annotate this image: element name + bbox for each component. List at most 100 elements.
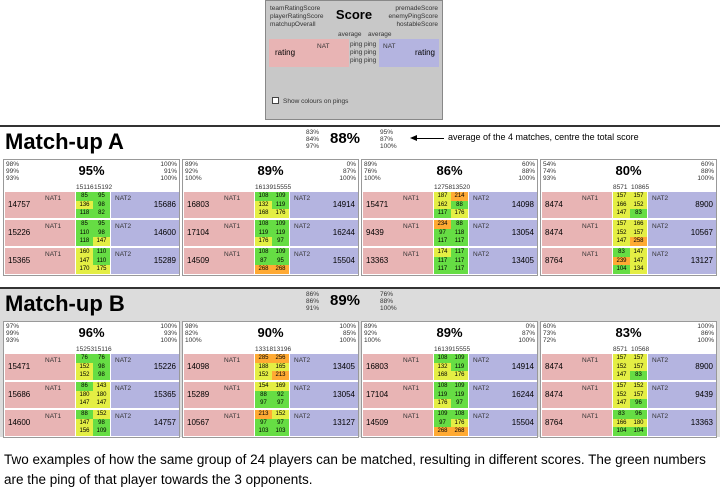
nat: NAT2 [294, 385, 311, 392]
matchup-stat: 87% [380, 136, 394, 143]
team1-player: 13363 NAT1 [363, 248, 433, 274]
player-rating: 13405 [332, 362, 355, 371]
ping-cell: 234 [434, 220, 451, 229]
ping-cell: 98 [93, 228, 110, 238]
nat: NAT1 [582, 357, 599, 364]
team2-player: NAT2 16244 [290, 220, 358, 246]
player-rating: 14509 [187, 256, 210, 265]
ping-cell: 176 [451, 371, 468, 381]
ping-cell: 176 [451, 418, 468, 428]
ping-cell: 103 [255, 427, 272, 437]
nat: NAT1 [403, 195, 420, 202]
ping-cell: 83 [613, 410, 630, 419]
match-score: 95% [78, 163, 105, 178]
ping-cell: 180 [93, 390, 110, 400]
ping-cell: 117 [434, 237, 451, 247]
team1-player: 8474 NAT1 [542, 354, 612, 380]
player-rating: 14509 [366, 418, 389, 427]
nat: NAT2 [115, 195, 132, 202]
arrow-line [414, 138, 444, 139]
match-stat: 100% [697, 337, 714, 344]
nat: NAT2 [473, 357, 490, 364]
ping-cell: 214 [451, 192, 468, 201]
ping-cell: 88 [76, 410, 93, 419]
ping-cell: 168 [434, 371, 451, 381]
ping-cell: 157 [630, 390, 647, 400]
team1-player: 14600 NAT1 [5, 410, 75, 436]
ping-cell: 157 [613, 220, 630, 229]
legend-ping: ping [350, 49, 363, 56]
ping-cell: 109 [93, 427, 110, 437]
legend-label: matchupOverall [270, 21, 316, 28]
player-rating: 10567 [690, 228, 713, 237]
player-rating: 17104 [366, 390, 389, 399]
ping-cell: 83 [630, 371, 647, 381]
match-stat: 100% [185, 337, 202, 344]
nat: NAT1 [403, 357, 420, 364]
ping-cell: 108 [255, 220, 272, 229]
team2-player: NAT2 14098 [469, 192, 537, 218]
match-score: 96% [78, 325, 105, 340]
match-stat: 100% [518, 175, 535, 182]
match-stat: 93% [163, 330, 177, 337]
team1-player: 9439 NAT1 [363, 220, 433, 246]
checkbox [272, 97, 279, 104]
ping-cell: 176 [272, 209, 289, 219]
ping-cell: 97 [434, 228, 451, 238]
ping-cell: 109 [272, 248, 289, 257]
team2-player: NAT2 10567 [648, 220, 716, 246]
team1-player: 14757 NAT1 [5, 192, 75, 218]
nat: NAT2 [115, 413, 132, 420]
ping-cell: 152 [93, 410, 110, 419]
player-rating: 8900 [695, 200, 713, 209]
match-stat: 98% [185, 323, 199, 330]
ping-cell: 134 [630, 265, 647, 275]
player-rating: 14098 [187, 362, 210, 371]
player-rating: 14757 [153, 418, 176, 427]
nat: NAT1 [582, 195, 599, 202]
nat: NAT1 [224, 195, 241, 202]
legend-label: hostableScore [396, 21, 438, 28]
ping-cell: 180 [630, 418, 647, 428]
player-rating: 13405 [511, 256, 534, 265]
player-rating: 8474 [545, 200, 563, 209]
ping-cell: 176 [451, 209, 468, 219]
ping-cell: 166 [630, 220, 647, 229]
ping-cell: 85 [76, 220, 93, 229]
match-avg-rating: 15555 [452, 346, 471, 353]
legend-label: premadeScore [395, 5, 438, 12]
matchup-stat: 95% [380, 129, 394, 136]
ping-cell: 268 [434, 427, 451, 437]
ping-cell: 176 [255, 237, 272, 247]
player-rating: 16803 [187, 200, 210, 209]
ping-cell: 160 [76, 248, 93, 257]
ping-cell: 97 [434, 418, 451, 428]
match-avg-rating: 13196 [273, 346, 292, 353]
matchup-stat: 100% [380, 305, 397, 312]
nat: NAT1 [45, 357, 62, 364]
ping-cell: 110 [76, 228, 93, 238]
team1-player: 8474 NAT1 [542, 192, 612, 218]
ping-cell: 97 [255, 399, 272, 409]
match-score: 89% [436, 325, 463, 340]
ping-cell: 157 [630, 362, 647, 372]
match-avg-rating: 15555 [273, 184, 292, 191]
match-stat: 93% [6, 337, 20, 344]
team2-player: NAT2 13127 [290, 410, 358, 436]
match-stat: 92% [185, 168, 199, 175]
nat: NAT2 [473, 413, 490, 420]
player-rating: 16244 [511, 390, 534, 399]
player-rating: 13127 [332, 418, 355, 427]
ping-cell: 109 [272, 220, 289, 229]
team2-player: NAT2 15365 [111, 382, 179, 408]
match-score: 80% [615, 163, 642, 178]
ping-cell: 119 [272, 228, 289, 238]
ping-cell: 268 [255, 265, 272, 275]
ping-cell: 268 [451, 427, 468, 437]
nat: NAT2 [473, 385, 490, 392]
ping-cell: 83 [613, 248, 630, 257]
player-rating: 14600 [8, 418, 31, 427]
ping-cell: 166 [613, 200, 630, 210]
match-panel: 54% 74% 93% 80% 60% 88% 100% 8571 10865 8474 NAT1 1… [540, 159, 717, 276]
ping-cell: 86 [76, 382, 93, 391]
